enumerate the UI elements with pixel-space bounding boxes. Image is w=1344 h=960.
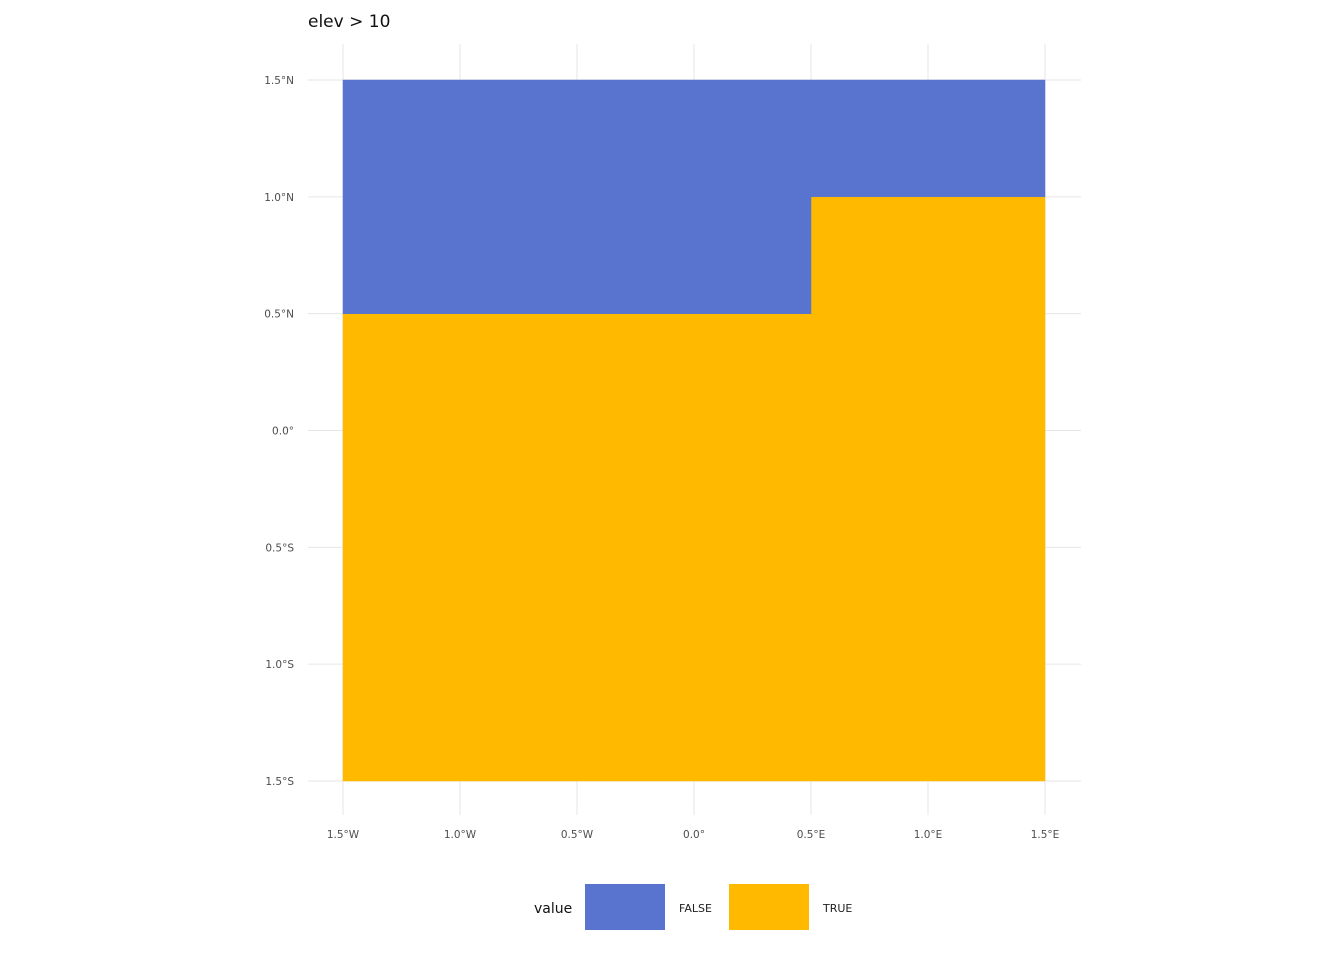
y-tick-label: 1.0°N	[264, 192, 294, 204]
x-tick-label: 1.5°E	[1031, 829, 1060, 841]
y-tick-label: 0.5°N	[264, 309, 294, 321]
y-tick-label: 1.0°S	[265, 659, 294, 671]
x-tick-label: 0.5°E	[797, 829, 826, 841]
y-tick-label: 1.5°N	[264, 75, 294, 87]
x-tick-label: 1.0°W	[444, 829, 477, 841]
x-axis-ticks: 1.5°W 1.0°W 0.5°W 0.0° 0.5°E 1.0°E 1.5°E	[327, 829, 1059, 841]
region-false	[342, 79, 1046, 314]
y-tick-label: 1.5°S	[265, 776, 294, 788]
legend-key-false	[585, 884, 665, 930]
y-tick-label: 0.5°S	[265, 542, 294, 554]
y-axis-ticks: 1.5°N 1.0°N 0.5°N 0.0° 0.5°S 1.0°S 1.5°S	[264, 75, 294, 788]
x-tick-label: 0.5°W	[561, 829, 594, 841]
legend-title: value	[534, 901, 572, 917]
legend-label-false: FALSE	[679, 902, 712, 915]
x-tick-label: 1.5°W	[327, 829, 360, 841]
x-tick-label: 1.0°E	[914, 829, 943, 841]
x-tick-label: 0.0°	[683, 829, 705, 841]
legend-key-true	[729, 884, 809, 930]
legend-label-true: TRUE	[822, 902, 852, 915]
chart-title: elev > 10	[308, 12, 390, 32]
y-tick-label: 0.0°	[272, 426, 294, 438]
raster-regions	[342, 79, 1046, 782]
legend-entries: FALSE TRUE	[585, 884, 852, 930]
legend: value FALSE TRUE	[534, 884, 852, 930]
